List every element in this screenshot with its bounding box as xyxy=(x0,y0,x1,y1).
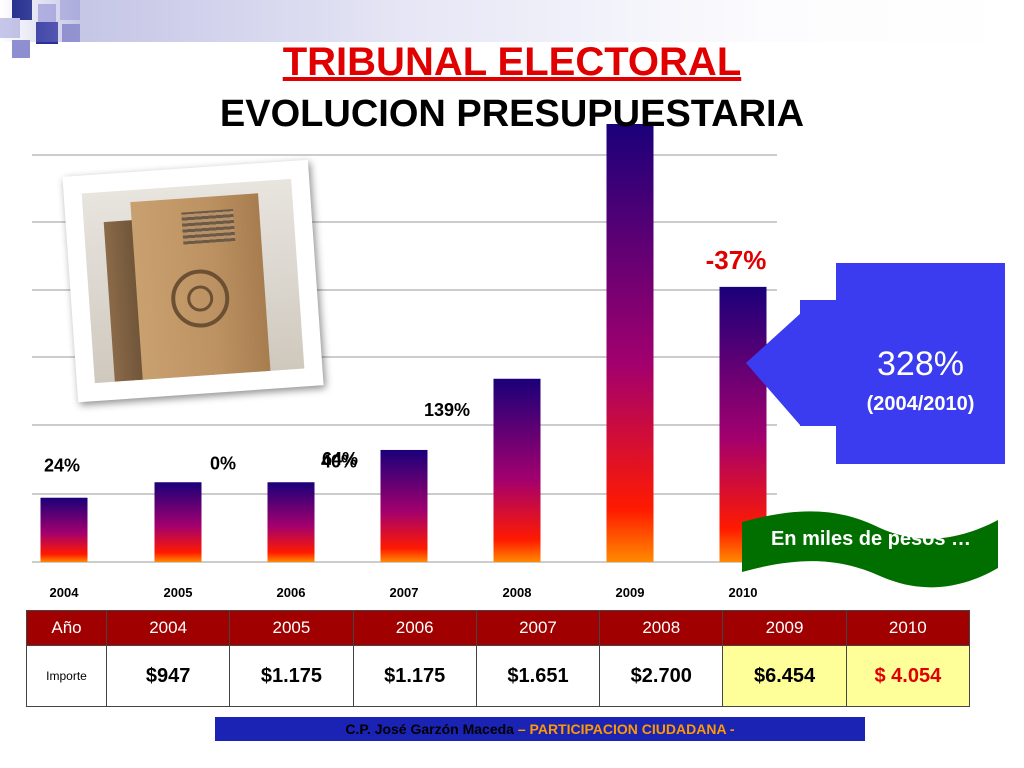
year-cell: 2008 xyxy=(599,610,724,646)
bar-2008 xyxy=(493,378,541,562)
amount-row: Importe $947 $1.175 $1.175 $1.651 $2.700… xyxy=(26,645,971,707)
growth-percentage: 328% xyxy=(877,345,964,383)
bar-2006 xyxy=(267,482,315,562)
bar-2009 xyxy=(606,124,654,562)
x-tick-label: 2005 xyxy=(164,585,193,600)
footer-author: C.P. José Garzón Maceda xyxy=(345,721,514,737)
amount-cell: $1.175 xyxy=(352,645,477,707)
growth-label: 139% xyxy=(424,400,470,420)
footer-tagline: – PARTICIPACION CIUDADANA - xyxy=(513,721,735,737)
growth-label: 24% xyxy=(44,456,80,476)
x-tick-label: 2007 xyxy=(390,585,419,600)
x-tick-label: 2008 xyxy=(503,585,532,600)
x-tick-label: 2004 xyxy=(50,585,80,600)
footer-bar: C.P. José Garzón Maceda – PARTICIPACION … xyxy=(215,717,865,741)
bar-annotations: 24% 0% 40%64% 139% -37% xyxy=(44,245,766,476)
amount-cell-highlight-red: $ 4.054 xyxy=(845,645,971,707)
bar-2010 xyxy=(719,286,767,562)
year-row: Año 2004 2005 2006 2007 2008 2009 2010 xyxy=(26,610,971,646)
page-title: TRIBUNAL ELECTORAL xyxy=(282,40,742,84)
year-cell: 2005 xyxy=(229,610,354,646)
bar-2004 xyxy=(40,497,88,562)
x-tick-label: 2010 xyxy=(729,585,758,600)
year-cell: 2009 xyxy=(722,610,847,646)
growth-label: 64% xyxy=(322,449,358,469)
year-row-label: Año xyxy=(26,610,107,646)
x-axis-labels: 2004 2005 2006 2007 2008 2009 2010 xyxy=(50,585,758,600)
bars xyxy=(40,124,767,562)
budget-table: Año 2004 2005 2006 2007 2008 2009 2010 I… xyxy=(26,610,971,707)
bar-2007 xyxy=(380,449,428,562)
amount-cell: $1.175 xyxy=(229,645,354,707)
bar-2005 xyxy=(154,482,202,562)
year-cell: 2006 xyxy=(352,610,477,646)
unit-note: En miles de pesos … xyxy=(770,528,972,550)
growth-label: 0% xyxy=(210,453,236,473)
year-cell: 2007 xyxy=(475,610,601,646)
amount-cell: $2.700 xyxy=(599,645,724,707)
amount-cell-highlight: $6.454 xyxy=(722,645,847,707)
growth-label: -37% xyxy=(706,245,767,275)
header-band xyxy=(0,0,1024,42)
growth-label: 40% xyxy=(321,451,357,471)
amount-cell: $947 xyxy=(105,645,231,707)
page-subtitle: EVOLUCION PRESUPUESTARIA xyxy=(219,93,805,135)
amount-cell: $1.651 xyxy=(475,645,601,707)
amount-row-label: Importe xyxy=(26,645,107,707)
growth-period: (2004/2010) xyxy=(866,393,975,415)
year-cell: 2010 xyxy=(845,610,971,646)
year-cell: 2004 xyxy=(105,610,231,646)
x-tick-label: 2009 xyxy=(616,585,645,600)
x-tick-label: 2006 xyxy=(277,585,306,600)
